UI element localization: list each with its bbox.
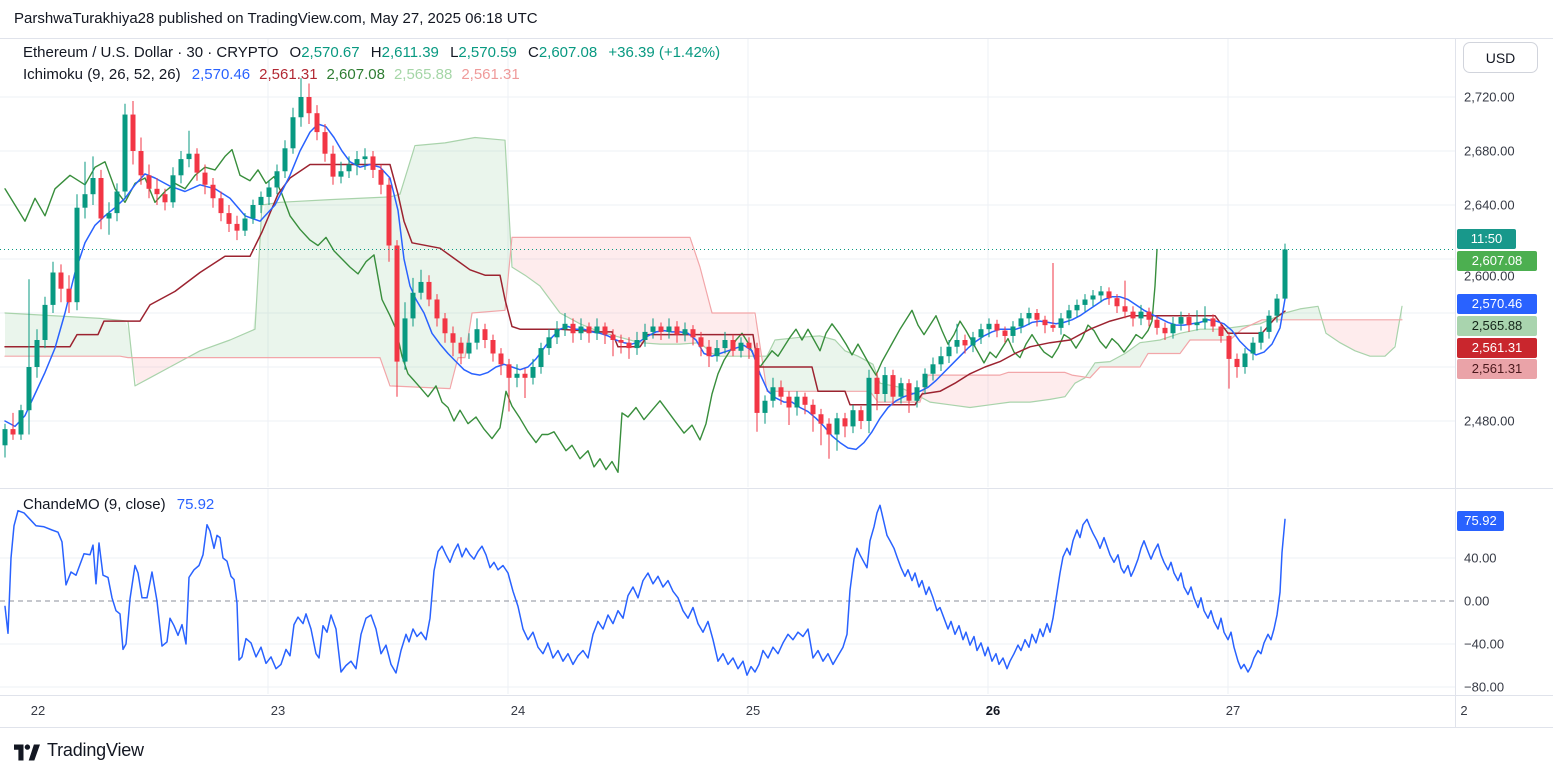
countdown-badge: 11:50 — [1457, 229, 1516, 249]
price-scale-border — [1455, 38, 1456, 728]
chandemo-legend[interactable]: ChandeMO (9, close) 75.92 — [23, 496, 214, 513]
low-label: L — [450, 44, 459, 61]
scale-label: 40.00 — [1464, 550, 1497, 566]
high-value: 2,611.39 — [381, 44, 439, 61]
ichimoku-legend[interactable]: Ichimoku (9, 26, 52, 26) 2,570.46 2,561.3… — [23, 66, 520, 83]
close-label: C — [527, 44, 539, 61]
scale-label: 2,480.00 — [1464, 413, 1515, 429]
senkou-a-badge: 2,565.88 — [1457, 316, 1537, 336]
scale-label: −80.00 — [1464, 679, 1505, 695]
high-label: H — [370, 44, 382, 61]
currency-toggle-button[interactable]: USD — [1463, 42, 1538, 73]
ichimoku-value-0: 2,570.46 — [191, 66, 251, 83]
time-label-27: 27 — [1225, 703, 1241, 718]
header-divider — [0, 38, 1553, 39]
open-value: 2,570.67 — [301, 44, 360, 61]
time-label-23: 23 — [270, 703, 286, 718]
chandemo-badge: 75.92 — [1457, 511, 1504, 531]
scale-label: 2,600.00 — [1464, 268, 1515, 284]
scale-label: 2,720.00 — [1464, 89, 1515, 105]
close-value: 2,607.08 — [538, 44, 598, 61]
tradingview-logo[interactable]: TradingView — [14, 740, 144, 761]
chandemo-title[interactable]: ChandeMO (9, close) — [23, 496, 166, 513]
publish-header: ParshwaTurakhiya28 published on TradingV… — [14, 10, 538, 27]
scale-label: 2,680.00 — [1464, 143, 1515, 159]
time-axis-top-border — [0, 695, 1553, 696]
tradingview-logo-icon — [14, 744, 40, 761]
chandemo-value: 75.92 — [176, 496, 215, 513]
symbol-legend[interactable]: Ethereum / U.S. Dollar · 30 · CRYPTO O2,… — [23, 44, 720, 61]
time-label-2: 2 — [1460, 703, 1468, 718]
time-label-22: 22 — [30, 703, 46, 718]
ichimoku-value-1: 2,561.31 — [259, 66, 318, 83]
open-label: O — [289, 44, 302, 61]
tenkan-badge: 2,570.46 — [1457, 294, 1537, 314]
ichimoku-title[interactable]: Ichimoku (9, 26, 52, 26) — [23, 66, 181, 83]
ichimoku-values: 2,570.46 2,561.31 2,607.08 2,565.88 2,561.31 — [192, 66, 520, 83]
time-label-26: 26 — [985, 703, 1001, 718]
time-axis-bottom-border — [0, 727, 1553, 728]
symbol-title[interactable]: Ethereum / U.S. Dollar · 30 · CRYPTO — [23, 44, 279, 61]
tradingview-logo-text: TradingView — [47, 740, 144, 760]
last-price-badge: 2,607.08 — [1457, 251, 1537, 271]
low-value: 2,570.59 — [458, 44, 517, 61]
change-value: +36.39 (+1.42%) — [608, 44, 721, 61]
pane-divider[interactable] — [0, 488, 1553, 489]
scale-label: 0.00 — [1464, 593, 1490, 609]
time-label-25: 25 — [745, 703, 761, 718]
scale-label: 2,640.00 — [1464, 197, 1515, 213]
kijun-badge: 2,561.31 — [1457, 338, 1537, 358]
ichimoku-value-2: 2,607.08 — [326, 66, 385, 83]
ichimoku-value-4: 2,561.31 — [461, 66, 520, 83]
senkou-b-badge: 2,561.31 — [1457, 359, 1537, 379]
time-label-24: 24 — [510, 703, 526, 718]
ichimoku-value-3: 2,565.88 — [393, 66, 453, 83]
scale-label: −40.00 — [1464, 636, 1505, 652]
